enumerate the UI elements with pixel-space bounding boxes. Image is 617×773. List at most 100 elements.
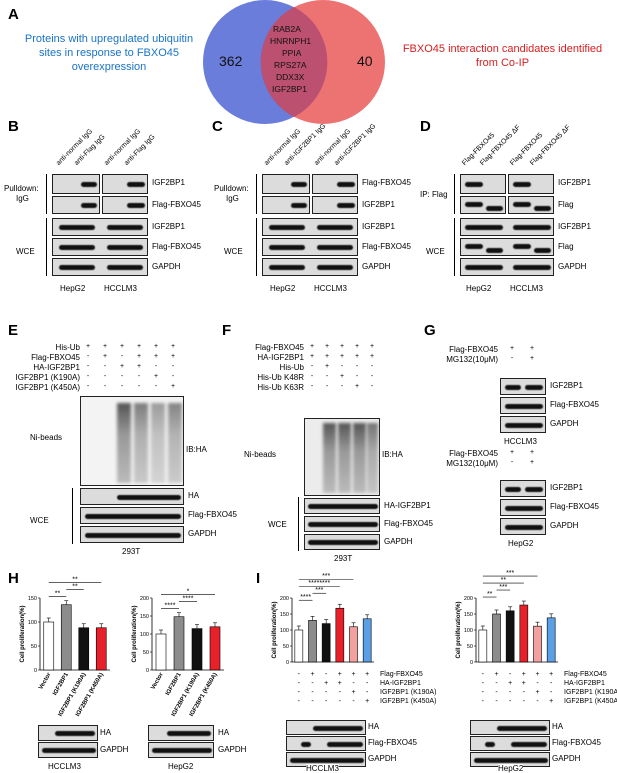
treatment-sign: + [529, 449, 535, 456]
treatment-sign: + [339, 343, 345, 350]
band-label: Flag-FBXO45 [188, 510, 237, 519]
blot [80, 526, 184, 543]
blot [460, 196, 506, 214]
bracket [454, 174, 455, 214]
sig-label: ** [72, 584, 78, 591]
bar [349, 626, 358, 663]
ib-label: IB:HA [186, 445, 207, 454]
treatment-sign: + [509, 345, 515, 352]
blot [304, 498, 380, 514]
blot [80, 396, 184, 486]
x-tick-label: IGF2BP1 [165, 671, 183, 696]
treatment-sign: + [119, 343, 125, 350]
treatment-sign: - [550, 689, 553, 696]
bracket [256, 174, 257, 214]
blot [500, 518, 546, 535]
y-tick-label: 50 [143, 650, 149, 656]
y-tick-label: 200 [280, 596, 289, 602]
panel-label-d: D [420, 118, 431, 135]
bar [95, 627, 107, 671]
ni-beads-label: Ni-beads [30, 433, 63, 442]
band-label: Flag [558, 242, 574, 251]
treatment-sign: + [549, 698, 553, 705]
treatment-sign: - [325, 373, 329, 380]
treatment-label: Flag-FBXO45 [380, 671, 423, 678]
blot [102, 174, 148, 194]
treatment-sign: - [509, 671, 512, 678]
blot [304, 534, 380, 550]
band-label: Flag-FBXO45 [384, 519, 433, 528]
treatment-sign: - [355, 373, 359, 380]
overlap-item: HNRNPH1 [270, 36, 311, 46]
overlap-item: RAB2A [273, 24, 301, 34]
treatment-label: Flag-FBXO45 [449, 449, 498, 458]
sig-label: * [187, 589, 190, 596]
band-label: GAPDH [152, 262, 181, 271]
blot [80, 507, 184, 524]
blot [80, 488, 184, 505]
bar [209, 626, 221, 671]
treatment-sign: + [339, 373, 345, 380]
band-label: GAPDH [362, 262, 391, 271]
bracket [72, 488, 73, 544]
y-tick-label: 100 [140, 632, 149, 638]
treatment-sign: - [340, 383, 344, 390]
treatment-sign: + [170, 383, 176, 390]
sig-label: *** [315, 587, 323, 594]
sig-label: ** [487, 591, 493, 598]
sig-label: ** [55, 591, 61, 598]
treatment-sign: - [495, 689, 498, 696]
panel-c: anti-normal IgG anti-IGF2BP1 IgG anti-no… [212, 120, 417, 320]
wce-label: WCE [268, 520, 287, 529]
band-label: IGF2BP1 [362, 200, 395, 209]
y-tick-label: 50 [283, 644, 289, 650]
y-tick-label: 100 [28, 620, 37, 626]
blot [262, 218, 358, 236]
treatment-sign: + [354, 353, 360, 360]
y-axis-label: Cell proliferation(%) [132, 605, 138, 662]
blot [500, 499, 546, 516]
treatment-sign: - [298, 680, 301, 687]
treatment-sign: + [369, 353, 375, 360]
blot [38, 725, 98, 741]
band-label: IGF2BP1 [550, 381, 583, 390]
band-label: Flag-FBXO45 [550, 400, 599, 409]
treatment-sign: + [324, 343, 330, 350]
blot [508, 174, 554, 194]
row-group-label: Pulldown: [4, 184, 39, 193]
sig-label: *** [499, 584, 507, 591]
blot [52, 238, 148, 256]
band-label: HA [368, 722, 380, 731]
bar [362, 618, 372, 663]
bar [43, 621, 55, 671]
treatment-sign: - [370, 373, 374, 380]
band-label: GAPDH [368, 754, 397, 763]
treatment-sign: + [365, 698, 369, 705]
treatment-sign: - [366, 680, 369, 687]
treatment-sign: - [510, 459, 514, 466]
panel-label-a: A [8, 6, 19, 23]
blot [148, 725, 214, 741]
band-label: IGF2BP1 [558, 178, 591, 187]
treatment-sign: + [508, 680, 512, 687]
treatment-sign: - [310, 363, 314, 370]
treatment-label: IGF2BP1 (K450A) [380, 698, 436, 705]
treatment-sign: + [338, 671, 342, 678]
panel-label-b: B [8, 118, 19, 135]
treatment-sign: - [509, 698, 512, 705]
treatment-sign: + [535, 689, 539, 696]
blot [38, 742, 98, 758]
band-label: Flag-FBXO45 [550, 502, 599, 511]
cell-line-label: HCCLM3 [104, 284, 137, 293]
treatment-sign: + [102, 343, 108, 350]
band-label: GAPDH [558, 262, 587, 271]
blot [286, 736, 366, 751]
treatment-sign: - [120, 383, 124, 390]
venn-right-text: FBXO45 interaction candidates identified… [402, 43, 603, 69]
y-tick-label: 150 [464, 612, 473, 618]
sig-label: **** [183, 596, 194, 603]
treatment-sign: + [365, 671, 369, 678]
sig-label: ******** [308, 580, 330, 587]
cell-line-label: HCCLM3 [48, 762, 81, 771]
